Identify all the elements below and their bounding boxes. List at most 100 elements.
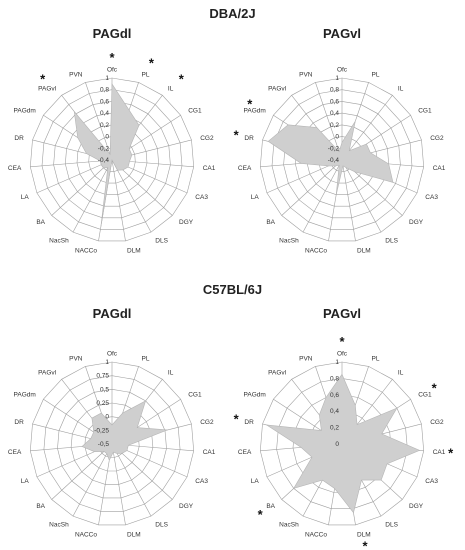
- axis-label-ba: BA: [36, 503, 45, 510]
- grid-spoke: [36, 159, 113, 194]
- axis-label-pagdm: PAGdm: [14, 392, 36, 399]
- significance-star-ba: *: [258, 507, 264, 522]
- axis-label-dls: DLS: [385, 238, 398, 245]
- tick-label: -0,5: [98, 441, 110, 448]
- axis-label-nacsh: NacSh: [279, 522, 299, 529]
- grid-ring: [70, 402, 154, 485]
- significance-star-pagdm: *: [247, 97, 253, 112]
- chart-title: PAGvl: [323, 26, 361, 41]
- grid-ring: [53, 101, 171, 219]
- axis-label-ca1: CA1: [433, 449, 446, 456]
- tick-label: 0,8: [330, 87, 339, 94]
- grid-ring: [43, 375, 181, 512]
- significance-star-pagvl: *: [40, 72, 46, 87]
- tick-label: 0: [105, 134, 109, 141]
- axis-label-dlm: DLM: [127, 531, 141, 538]
- axis-label-cg2: CG2: [200, 419, 214, 426]
- tick-label: 1: [105, 75, 109, 82]
- axis-label-dr: DR: [14, 135, 24, 142]
- significance-star-pl: *: [149, 56, 155, 71]
- tick-label: 0,2: [330, 425, 339, 432]
- tick-label: 0,8: [330, 375, 339, 382]
- axis-label-pagvl: PAGvl: [38, 86, 56, 93]
- significance-star-ofc: *: [109, 50, 115, 65]
- tick-label: 0,75: [96, 373, 109, 380]
- axis-label-dr: DR: [244, 135, 254, 142]
- axis-label-dr: DR: [244, 419, 254, 426]
- axis-label-nacco: NACCo: [305, 247, 327, 254]
- axis-label-cea: CEA: [8, 449, 22, 456]
- axis-label-pvn: PVN: [299, 71, 313, 78]
- axis-label-pl: PL: [142, 355, 150, 362]
- tick-label: 0,2: [100, 122, 109, 129]
- axis-label-nacco: NACCo: [75, 247, 97, 254]
- grid-spoke: [30, 159, 113, 168]
- axis-label-ba: BA: [266, 219, 275, 226]
- group-title-dba: DBA/2J: [209, 6, 256, 21]
- axis-label-cg1: CG1: [188, 392, 202, 399]
- axis-label-ofc: Ofc: [107, 67, 118, 74]
- axis-label-ofc: Ofc: [337, 67, 348, 74]
- grid-ring: [259, 77, 425, 242]
- tick-label: -0,2: [98, 145, 110, 152]
- axis-label-nacsh: NacSh: [49, 238, 69, 245]
- tick-label: 1: [335, 359, 339, 366]
- axis-label-nacsh: NacSh: [49, 522, 69, 529]
- axis-label-ba: BA: [266, 503, 275, 510]
- tick-label: 0: [335, 441, 339, 448]
- tick-label: 1: [335, 75, 339, 82]
- tick-label: -0,2: [328, 145, 340, 152]
- axis-label-pl: PL: [372, 355, 380, 362]
- tick-label: 0,4: [330, 110, 339, 117]
- axis-label-cg2: CG2: [430, 135, 444, 142]
- grid-spoke: [72, 159, 113, 233]
- axis-label-la: LA: [21, 194, 30, 201]
- axis-label-pagvl: PAGvl: [268, 370, 286, 377]
- tick-label: 0,2: [330, 122, 339, 129]
- axis-label-dls: DLS: [155, 522, 168, 529]
- tick-label: -0,4: [328, 157, 340, 164]
- grid-ring: [64, 112, 160, 207]
- axis-label-ca3: CA3: [425, 478, 438, 485]
- grid-spoke: [315, 82, 343, 161]
- tick-label: 0,6: [330, 98, 339, 105]
- grid-spoke: [72, 443, 113, 517]
- significance-star-dr: *: [234, 128, 240, 143]
- grid-ring: [271, 89, 413, 230]
- grid-spoke: [302, 159, 343, 233]
- axis-label-pl: PL: [372, 71, 380, 78]
- significance-star-cg1: *: [432, 381, 438, 396]
- tick-label: 0,8: [100, 87, 109, 94]
- grid-spoke: [281, 159, 343, 216]
- data-area: [73, 82, 140, 227]
- grid-spoke: [111, 159, 152, 233]
- grid-spoke: [341, 159, 382, 233]
- axis-label-cg2: CG2: [430, 419, 444, 426]
- tick-label: 0,6: [330, 392, 339, 399]
- significance-star-ofc: *: [339, 334, 345, 349]
- axis-label-pagvl: PAGvl: [268, 86, 286, 93]
- axis-label-dls: DLS: [155, 238, 168, 245]
- axis-label-cea: CEA: [8, 165, 22, 172]
- axis-label-ofc: Ofc: [337, 351, 348, 358]
- axis-label-nacsh: NacSh: [279, 238, 299, 245]
- axis-label-pagvl: PAGvl: [38, 370, 56, 377]
- axis-label-ba: BA: [36, 219, 45, 226]
- tick-label: -0,25: [94, 427, 109, 434]
- axis-label-dgy: DGY: [409, 503, 424, 510]
- tick-label: 0,4: [100, 110, 109, 117]
- grid-ring: [259, 361, 425, 526]
- radar-chart-1: PAGdl-0,4-0,200,20,40,60,81Ofc*PL*IL*CG1…: [8, 26, 216, 254]
- axis-label-ca1: CA1: [433, 165, 446, 172]
- axis-label-la: LA: [251, 194, 260, 201]
- axis-label-il: IL: [398, 86, 404, 93]
- axis-label-dgy: DGY: [179, 503, 194, 510]
- axis-label-dgy: DGY: [179, 219, 194, 226]
- tick-label: 1: [105, 359, 109, 366]
- axis-label-nacco: NACCo: [75, 531, 97, 538]
- grid-spoke: [341, 95, 393, 161]
